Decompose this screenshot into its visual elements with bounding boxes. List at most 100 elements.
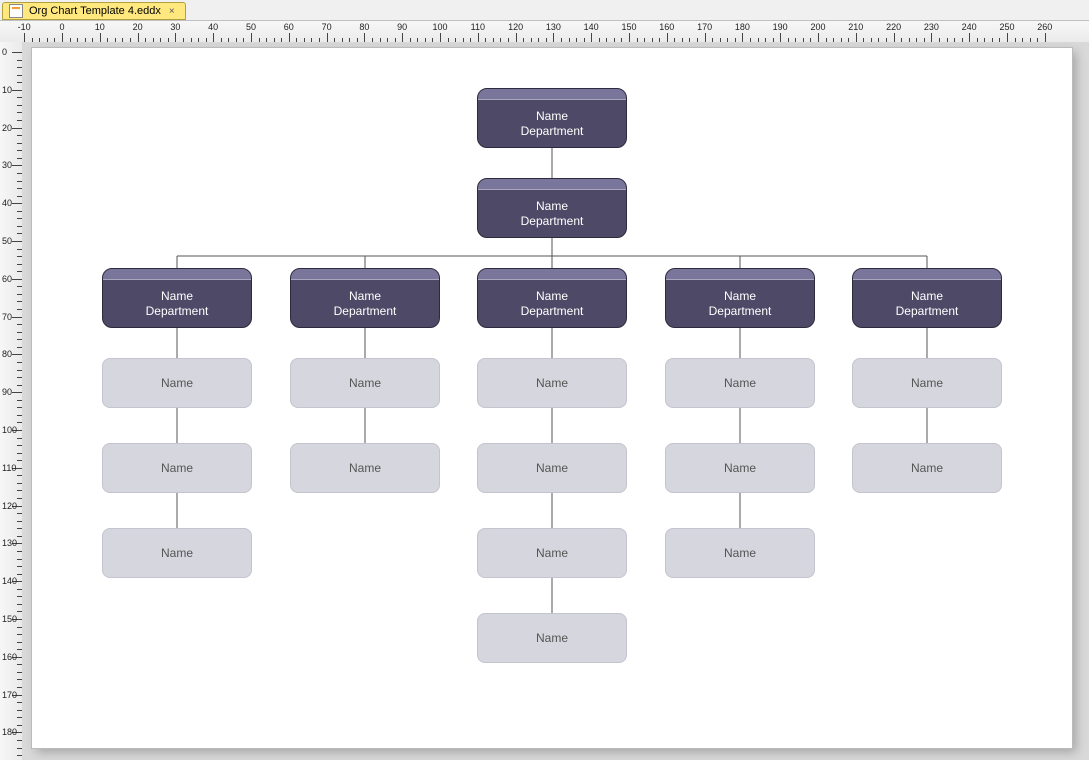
ruler-v-label: 80: [2, 349, 12, 359]
ruler-v-label: 180: [2, 727, 17, 737]
ruler-h-label: 20: [133, 22, 143, 32]
org-node-leaf-2-1[interactable]: Name: [477, 443, 627, 493]
ruler-h-label: 100: [432, 22, 447, 32]
ruler-h-label: 250: [999, 22, 1014, 32]
dept-node-cap: [853, 269, 1001, 280]
ruler-h-label: 210: [848, 22, 863, 32]
org-node-leaf-0-0[interactable]: Name: [102, 358, 252, 408]
leaf-label: Name: [349, 376, 381, 391]
ruler-h-label: 150: [621, 22, 636, 32]
dept-department: Department: [521, 214, 584, 229]
org-node-leaf-2-2[interactable]: Name: [477, 528, 627, 578]
ruler-v-tick: [12, 279, 22, 280]
ruler-h-label: 10: [95, 22, 105, 32]
workspace[interactable]: NameDepartmentNameDepartmentNameDepartme…: [22, 42, 1089, 760]
org-node-leaf-0-2[interactable]: Name: [102, 528, 252, 578]
close-icon[interactable]: ×: [167, 6, 177, 17]
ruler-v-label: 50: [2, 236, 12, 246]
ruler-v-tick: [12, 203, 22, 204]
dept-node-body: NameDepartment: [666, 280, 814, 327]
org-node-leaf-0-1[interactable]: Name: [102, 443, 252, 493]
leaf-label: Name: [536, 631, 568, 646]
tab-filename: Org Chart Template 4.eddx: [29, 5, 161, 17]
ruler-v-label: 160: [2, 652, 17, 662]
dept-name: Name: [536, 289, 568, 304]
dept-name: Name: [349, 289, 381, 304]
leaf-label: Name: [349, 461, 381, 476]
org-node-dept-4[interactable]: NameDepartment: [852, 268, 1002, 328]
ruler-h-label: 200: [810, 22, 825, 32]
ruler-v-tick: [12, 317, 22, 318]
org-node-leaf-3-0[interactable]: Name: [665, 358, 815, 408]
leaf-label: Name: [161, 461, 193, 476]
ruler-h-label: -10: [18, 22, 31, 32]
ruler-v-label: 130: [2, 538, 17, 548]
org-node-top[interactable]: NameDepartment: [477, 88, 627, 148]
leaf-label: Name: [724, 546, 756, 561]
ruler-v-label: 0: [2, 47, 7, 57]
dept-node-body: NameDepartment: [853, 280, 1001, 327]
ruler-v-label: 110: [2, 463, 16, 473]
org-node-leaf-1-0[interactable]: Name: [290, 358, 440, 408]
org-node-leaf-3-2[interactable]: Name: [665, 528, 815, 578]
dept-department: Department: [334, 304, 397, 319]
ruler-h-label: 110: [471, 22, 485, 32]
ruler-h-label: 70: [322, 22, 332, 32]
dept-node-cap: [478, 179, 626, 190]
ruler-v-tick: [12, 90, 22, 91]
file-icon: [9, 4, 23, 18]
document-tab[interactable]: Org Chart Template 4.eddx ×: [2, 2, 186, 20]
dept-node-body: NameDepartment: [478, 190, 626, 237]
ruler-v-tick: [12, 52, 22, 53]
dept-name: Name: [161, 289, 193, 304]
ruler-vertical: 0102030405060708090100110120130140150160…: [0, 42, 23, 760]
ruler-v-label: 140: [2, 576, 17, 586]
dept-department: Department: [709, 304, 772, 319]
leaf-label: Name: [161, 376, 193, 391]
org-node-second[interactable]: NameDepartment: [477, 178, 627, 238]
ruler-h-label: 230: [924, 22, 939, 32]
org-node-dept-0[interactable]: NameDepartment: [102, 268, 252, 328]
leaf-label: Name: [536, 376, 568, 391]
ruler-horizontal: -100102030405060708090100110120130140150…: [0, 20, 1089, 44]
ruler-h-label: 60: [284, 22, 294, 32]
ruler-v-label: 90: [2, 387, 12, 397]
page[interactable]: NameDepartmentNameDepartmentNameDepartme…: [32, 48, 1072, 748]
ruler-h-label: 220: [886, 22, 901, 32]
dept-node-cap: [666, 269, 814, 280]
org-node-dept-2[interactable]: NameDepartment: [477, 268, 627, 328]
ruler-h-label: 260: [1037, 22, 1052, 32]
ruler-v-tick: [12, 128, 22, 129]
tab-bar: Org Chart Template 4.eddx ×: [0, 0, 1089, 20]
org-node-leaf-1-1[interactable]: Name: [290, 443, 440, 493]
org-node-leaf-2-3[interactable]: Name: [477, 613, 627, 663]
ruler-v-tick: [12, 165, 22, 166]
org-chart-canvas[interactable]: NameDepartmentNameDepartmentNameDepartme…: [32, 48, 1072, 748]
ruler-h-label: 170: [697, 22, 712, 32]
ruler-v-tick: [12, 392, 22, 393]
ruler-h-label: 0: [59, 22, 64, 32]
ruler-v-label: 120: [2, 501, 17, 511]
leaf-label: Name: [911, 461, 943, 476]
ruler-h-label: 50: [246, 22, 256, 32]
org-node-leaf-4-0[interactable]: Name: [852, 358, 1002, 408]
dept-name: Name: [536, 199, 568, 214]
ruler-h-label: 30: [170, 22, 180, 32]
org-node-leaf-4-1[interactable]: Name: [852, 443, 1002, 493]
dept-node-body: NameDepartment: [478, 280, 626, 327]
ruler-v-label: 100: [2, 425, 17, 435]
org-node-leaf-3-1[interactable]: Name: [665, 443, 815, 493]
ruler-v-label: 170: [2, 690, 17, 700]
dept-department: Department: [521, 124, 584, 139]
ruler-h-label: 160: [659, 22, 674, 32]
ruler-v-tick: [12, 241, 22, 242]
ruler-h-label: 40: [208, 22, 218, 32]
ruler-v-label: 10: [2, 85, 12, 95]
org-node-leaf-2-0[interactable]: Name: [477, 358, 627, 408]
org-node-dept-3[interactable]: NameDepartment: [665, 268, 815, 328]
dept-name: Name: [536, 109, 568, 124]
dept-node-cap: [103, 269, 251, 280]
ruler-h-label: 180: [735, 22, 750, 32]
dept-node-cap: [291, 269, 439, 280]
org-node-dept-1[interactable]: NameDepartment: [290, 268, 440, 328]
